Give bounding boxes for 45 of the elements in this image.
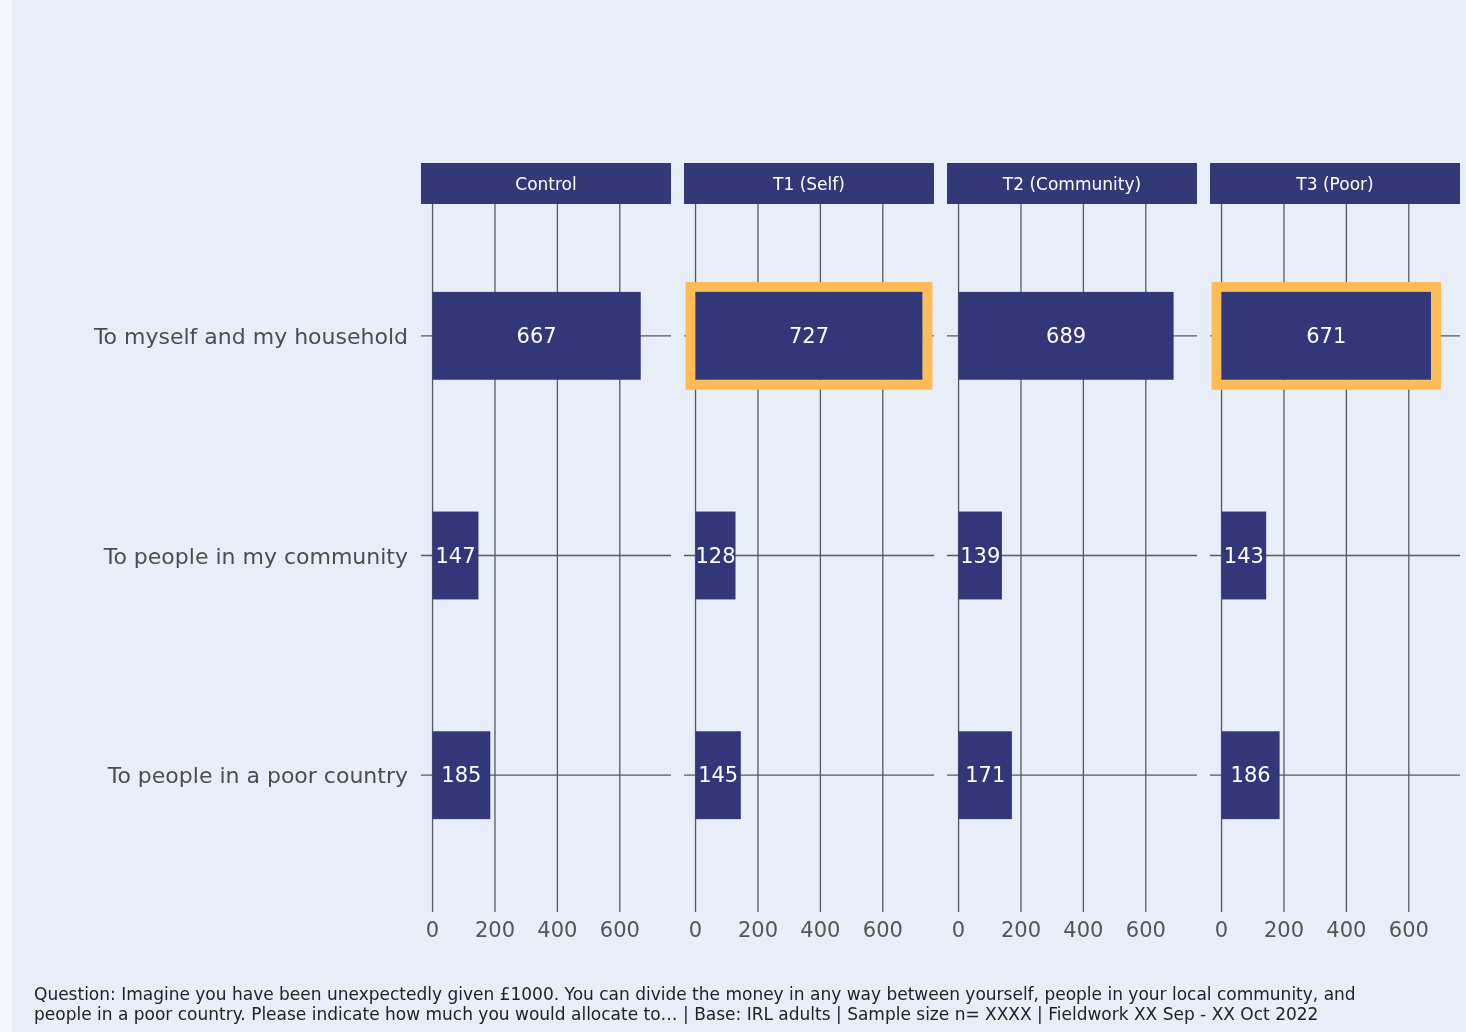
y-tick-label: To myself and my household xyxy=(92,323,408,349)
x-tick-label: 400 xyxy=(800,918,841,942)
data-label: 139 xyxy=(960,543,1001,568)
data-label: 145 xyxy=(698,763,739,788)
data-label: 667 xyxy=(516,323,557,348)
x-tick-label: 200 xyxy=(474,918,516,942)
data-label: 147 xyxy=(435,543,476,568)
bar xyxy=(958,511,1002,600)
bar xyxy=(958,731,1012,820)
text: Question: Imagine you have been unexpectedly given £1000. You can divide the money in any way between yourself, people in your local community, and people in a poor country. Please indicate how much you would allocate to… | Base: IRL adults | Sample size n= XXXX | Fieldwork XX Sep - XX Oct 2022 xyxy=(34,984,1356,1024)
bar xyxy=(1221,511,1267,600)
x-tick-label: 600 xyxy=(1125,918,1166,942)
bar xyxy=(958,291,1174,380)
bar xyxy=(432,731,491,820)
x-tick-label: 0 xyxy=(688,918,703,942)
x-tick-label: 0 xyxy=(425,918,440,942)
y-tick-label: To people in my community xyxy=(102,543,408,568)
x-tick-label: 200 xyxy=(737,918,779,942)
x-tick-label: 0 xyxy=(1214,918,1229,942)
x-tick-label: 400 xyxy=(1063,918,1104,942)
data-label: 727 xyxy=(788,323,830,348)
data-label: 185 xyxy=(441,763,482,788)
data-label: 186 xyxy=(1230,763,1271,788)
data-label: 689 xyxy=(1046,323,1087,348)
x-tick-label: 200 xyxy=(1263,918,1305,942)
data-label: 671 xyxy=(1306,323,1347,348)
x-tick-label: 600 xyxy=(862,918,903,942)
x-tick-label: 600 xyxy=(599,918,640,942)
bar xyxy=(695,731,741,820)
x-tick-label: 200 xyxy=(1000,918,1042,942)
x-tick-label: 400 xyxy=(537,918,578,942)
chart-title: T2 (Community) xyxy=(1001,173,1142,194)
chart-title: Control xyxy=(515,173,577,194)
y-tick-label: To people in a poor country xyxy=(106,762,408,788)
bar xyxy=(432,291,641,380)
data-label: 128 xyxy=(695,543,736,568)
x-tick-label: 400 xyxy=(1326,918,1367,942)
x-tick-label: 0 xyxy=(951,918,966,942)
bar xyxy=(1221,731,1280,820)
bar xyxy=(432,511,479,600)
chart-title: T3 (Poor) xyxy=(1295,173,1374,194)
data-label: 143 xyxy=(1223,543,1264,568)
x-tick-label: 600 xyxy=(1388,918,1429,942)
data-label: 171 xyxy=(965,763,1006,788)
chart-title: T1 (Self) xyxy=(772,173,845,194)
